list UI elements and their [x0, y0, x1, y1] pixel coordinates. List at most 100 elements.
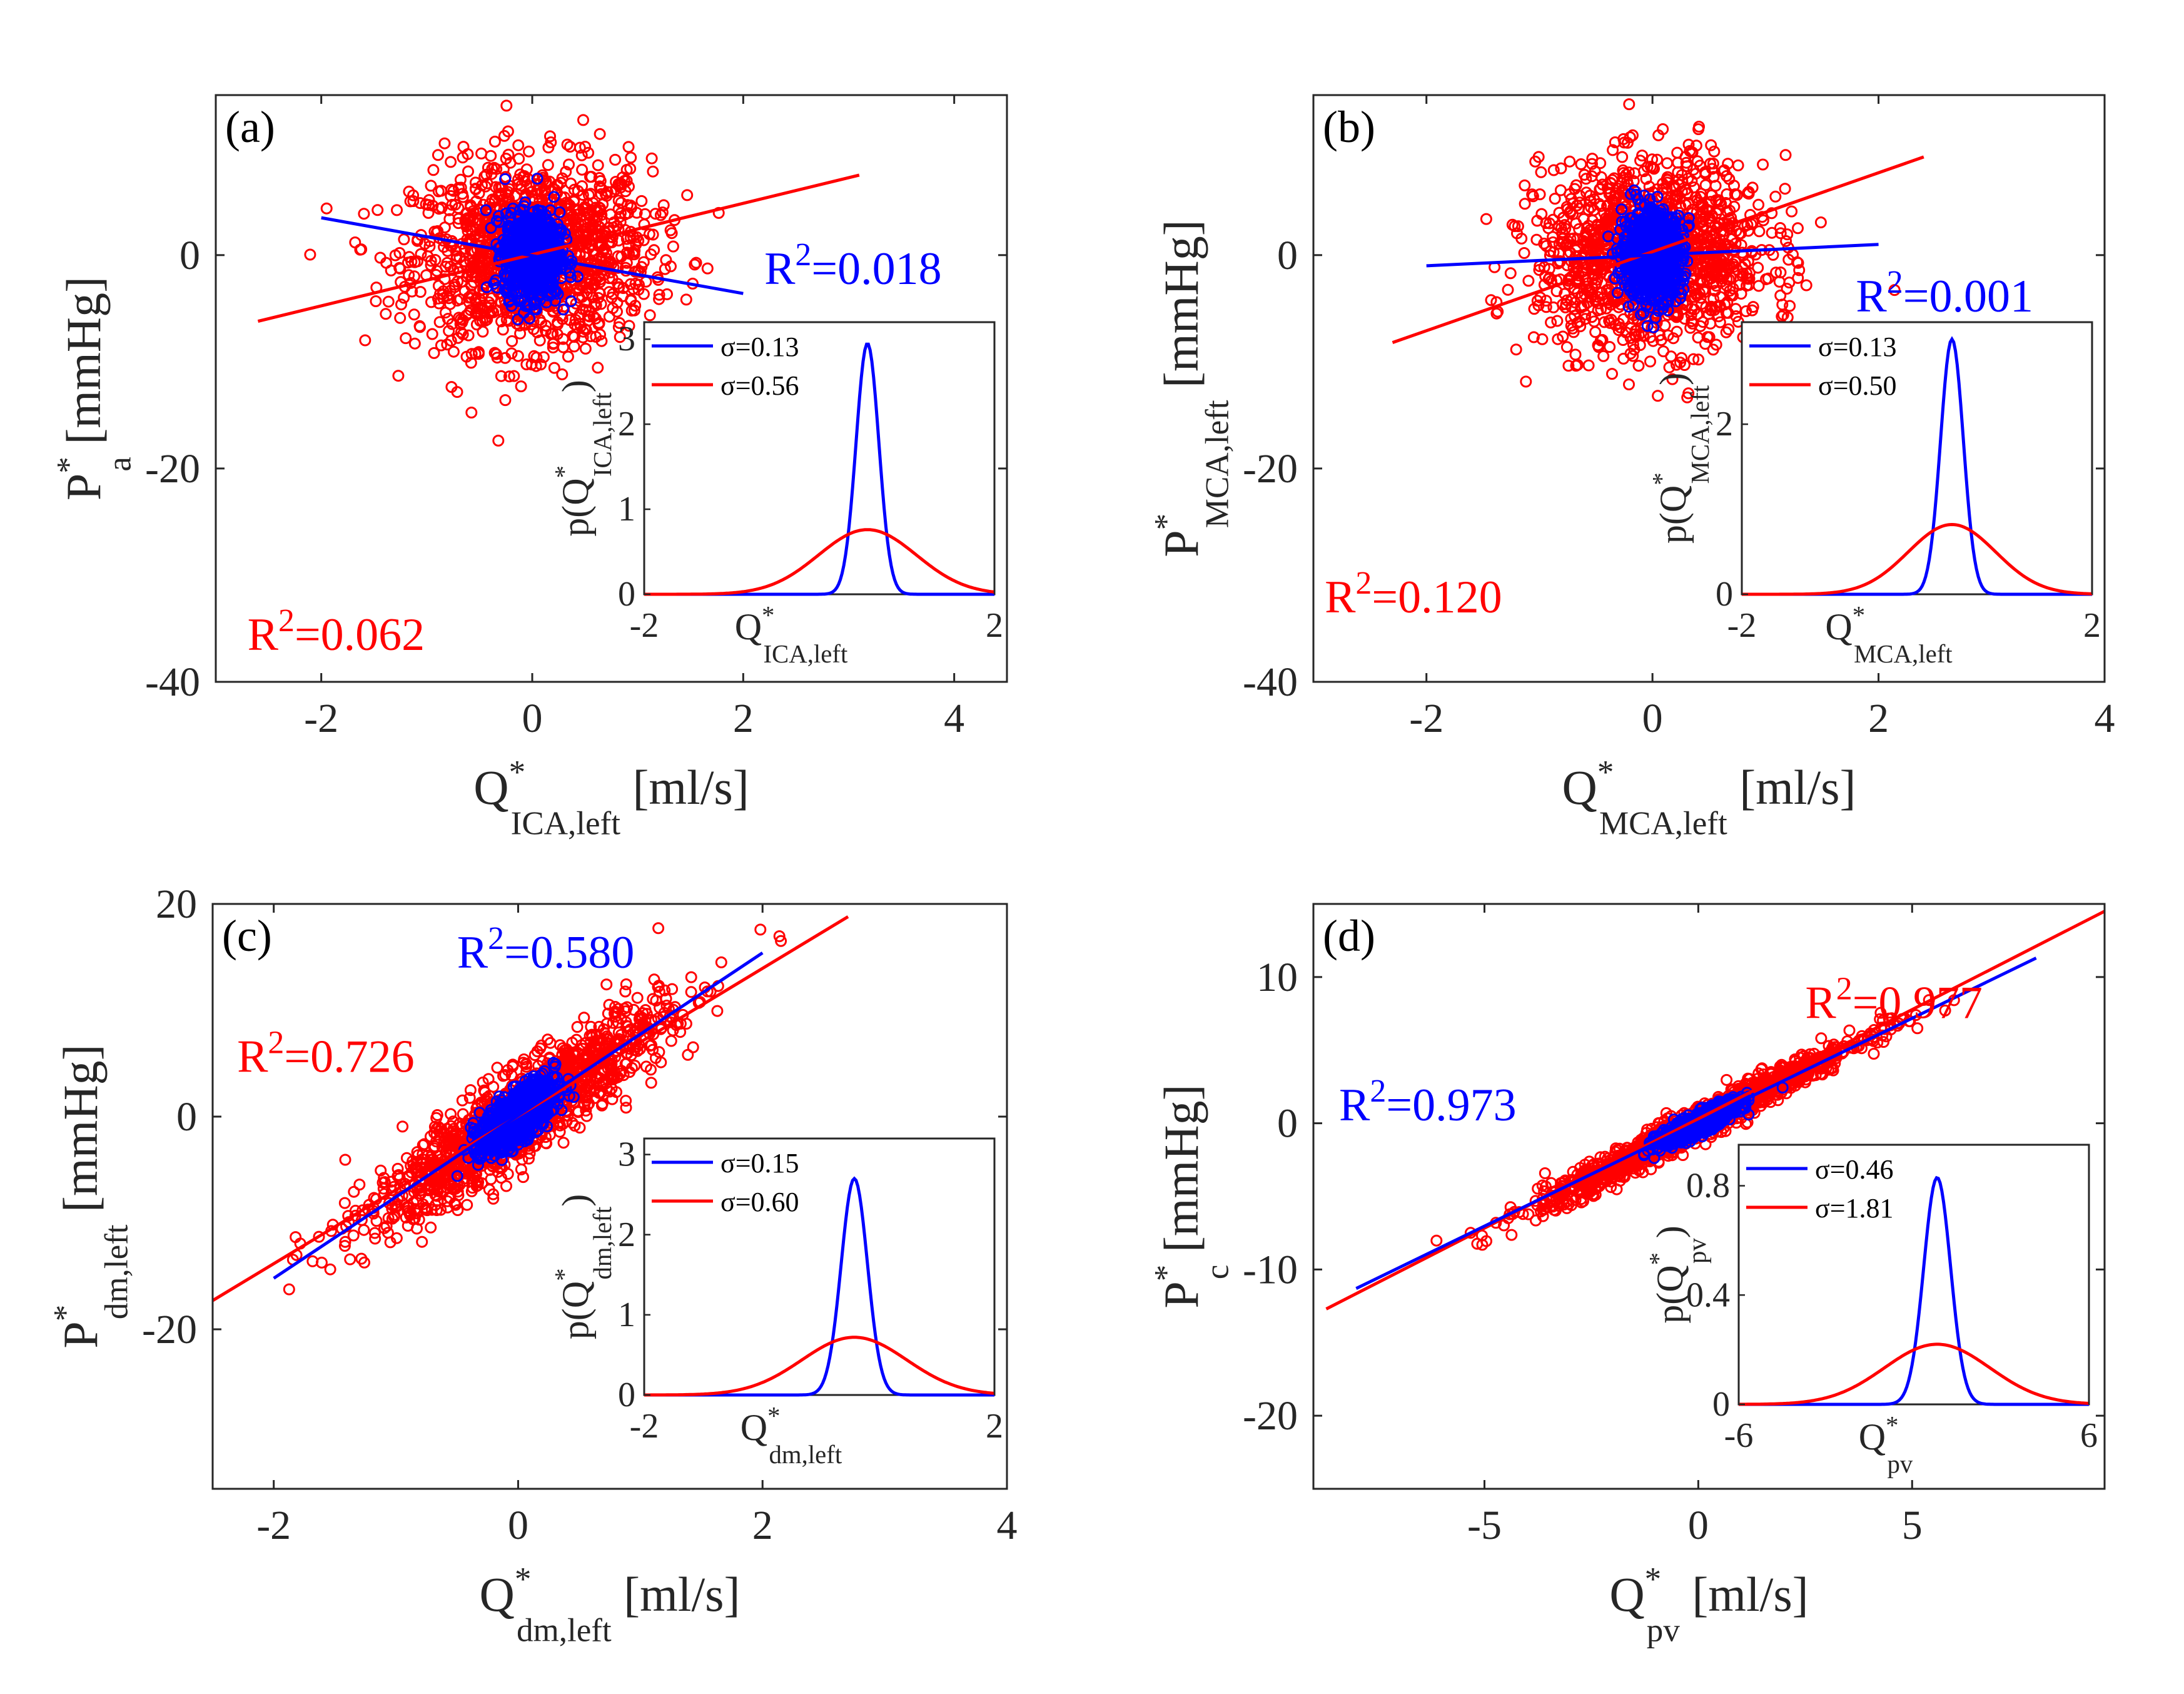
red-scatter-point: [491, 1062, 503, 1074]
red-scatter-point: [1667, 332, 1679, 345]
blue-scatter-point: [545, 268, 558, 281]
red-scatter-point: [1570, 263, 1583, 275]
red-scatter-point: [1681, 391, 1694, 403]
blue-scatter-point: [1644, 204, 1656, 216]
red-scatter-point: [435, 339, 447, 352]
red-scatter-point: [1637, 330, 1650, 342]
red-scatter-point: [1575, 158, 1587, 170]
red-scatter-point: [632, 283, 645, 296]
red-scatter-point: [1598, 316, 1610, 328]
red-scatter-point: [538, 185, 551, 198]
r-squared-red: R2=0.120: [1325, 566, 1502, 623]
red-scatter-point: [1607, 144, 1619, 156]
blue-scatter-point: [501, 235, 513, 247]
red-scatter-point: [1485, 294, 1497, 307]
x-tick-label: 0: [1642, 696, 1663, 741]
red-scatter-point: [1721, 188, 1733, 200]
red-scatter-point: [349, 236, 361, 248]
red-scatter-point: [580, 202, 592, 215]
blue-scatter-point: [1627, 243, 1639, 255]
red-scatter-point: [1710, 194, 1722, 206]
red-scatter-point: [432, 149, 444, 161]
red-scatter-point: [593, 287, 605, 299]
red-scatter-point: [1585, 311, 1598, 323]
red-scatter-point: [448, 281, 461, 293]
red-scatter-point: [552, 318, 564, 331]
red-scatter-point: [380, 308, 392, 320]
red-scatter-point: [512, 178, 524, 191]
red-scatter-point: [475, 147, 488, 160]
red-scatter-point: [1595, 303, 1607, 315]
red-scatter-point: [1604, 317, 1616, 329]
red-scatter-point: [1690, 240, 1702, 252]
red-scatter-point: [1705, 272, 1717, 285]
inset-y-label: p(Q* ICA,left): [550, 380, 617, 537]
red-scatter-point: [620, 256, 633, 269]
red-scatter-point: [1720, 326, 1732, 338]
red-scatter-point: [548, 362, 560, 374]
red-scatter-point: [403, 269, 415, 281]
red-scatter-point: [374, 251, 387, 264]
red-scatter-point: [537, 351, 550, 363]
blue-scatter-point: [1647, 265, 1659, 278]
red-scatter-point: [533, 334, 546, 347]
red-scatter-point: [1753, 225, 1766, 238]
red-scatter-point: [1774, 266, 1787, 278]
red-scatter-point: [1629, 325, 1642, 337]
blue-scatter-point: [520, 216, 533, 228]
blue-scatter-point: [522, 298, 534, 311]
red-scatter-point: [439, 307, 452, 319]
red-scatter-point: [1786, 205, 1798, 218]
red-scatter-point: [508, 370, 520, 382]
red-scatter-point: [607, 261, 620, 273]
red-scatter-point: [502, 148, 515, 161]
red-scatter-point: [425, 296, 437, 308]
red-scatter-point: [1709, 265, 1721, 278]
red-scatter-point: [1632, 360, 1645, 372]
red-scatter-point: [576, 180, 589, 193]
red-scatter-point: [1603, 188, 1615, 201]
red-scatter-point: [585, 171, 598, 183]
red-scatter-point: [540, 320, 552, 332]
red-fit-line: [1392, 155, 1924, 345]
red-scatter-point: [587, 248, 600, 261]
blue-scatter-point: [530, 266, 543, 278]
red-scatter-point: [1589, 293, 1602, 306]
red-scatter-point: [1666, 373, 1679, 385]
red-scatter-point: [1783, 276, 1796, 289]
red-scatter-point: [472, 346, 485, 358]
red-scatter-point: [414, 197, 427, 210]
red-scatter-point: [577, 325, 590, 338]
red-scatter-point: [1569, 348, 1582, 361]
red-scatter-point: [1595, 171, 1607, 183]
red-scatter-point: [547, 338, 559, 350]
red-scatter-point: [1510, 343, 1522, 356]
red-scatter-point: [1718, 164, 1731, 176]
red-scatter-point: [1528, 303, 1540, 315]
red-scatter-point: [631, 992, 644, 1004]
red-scatter-point: [355, 1252, 368, 1265]
red-scatter-point: [1752, 198, 1765, 211]
y-tick-label: -40: [1243, 659, 1298, 705]
red-scatter-point: [561, 138, 574, 151]
x-tick-label: -2: [1409, 696, 1443, 741]
red-scatter-point: [1676, 352, 1688, 364]
red-scatter-point: [1769, 190, 1782, 203]
blue-fit-line: [321, 216, 744, 295]
red-scatter-point: [1547, 301, 1560, 313]
red-scatter-point: [1779, 149, 1792, 161]
red-scatter-point: [539, 325, 552, 337]
red-scatter-point: [500, 313, 513, 326]
red-scatter-point: [1723, 173, 1736, 185]
inset-box: [1741, 321, 2093, 596]
red-scatter-point: [498, 129, 510, 142]
red-scatter-point: [1570, 179, 1582, 191]
red-scatter-point: [445, 156, 457, 168]
inset-y-tick-label: 0: [1716, 575, 1733, 614]
red-scatter-point: [1784, 300, 1796, 312]
red-scatter-point: [593, 172, 605, 184]
